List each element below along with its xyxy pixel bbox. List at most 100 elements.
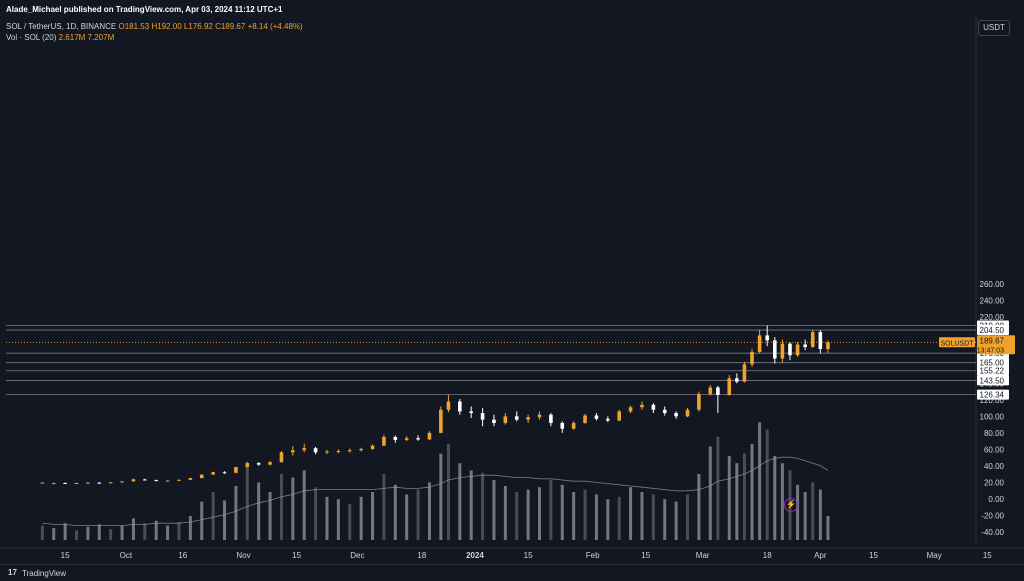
- volume-bar: [758, 422, 762, 540]
- volume-bar: [131, 518, 135, 540]
- volume-bar: [109, 529, 113, 540]
- candle-body: [651, 404, 656, 410]
- candle-body: [177, 479, 181, 481]
- candle-body: [594, 415, 599, 419]
- footer-brand: TradingView: [22, 569, 67, 578]
- volume-bar: [245, 465, 249, 540]
- x-tick-label: 18: [417, 551, 426, 560]
- x-tick-label: Feb: [586, 551, 600, 560]
- candle-body: [370, 445, 375, 449]
- candle-body: [97, 482, 102, 484]
- y-tick-label: 80.00: [984, 429, 1005, 438]
- x-tick-label: Dec: [350, 551, 364, 560]
- volume-bar: [617, 496, 621, 540]
- candle-body: [750, 351, 754, 365]
- candle-body: [268, 462, 272, 465]
- volume-bar: [515, 492, 519, 540]
- candle-body: [279, 452, 284, 463]
- candle-body: [245, 463, 250, 467]
- candle-body: [393, 437, 398, 440]
- volume-bar: [200, 501, 204, 540]
- volume-bar: [765, 429, 769, 540]
- volume-bar: [727, 456, 731, 540]
- high-value: H192.00: [151, 22, 182, 31]
- x-tick-label: Apr: [814, 551, 827, 560]
- candle-body: [818, 332, 823, 350]
- candle-body: [143, 479, 147, 481]
- candle-body: [742, 364, 747, 382]
- volume-bar: [336, 499, 340, 540]
- candle-body: [222, 472, 227, 474]
- price-chart[interactable]: -40.00 -20.00 0.00 20.00 40.00 60.00 80.00 100.…: [0, 0, 1024, 565]
- volume-bar: [818, 489, 822, 540]
- candle-body: [313, 448, 318, 453]
- volume-bar: [503, 486, 507, 540]
- candle-body: [74, 482, 79, 484]
- currency-button[interactable]: USDT: [978, 20, 1010, 36]
- candle-body: [628, 407, 633, 412]
- volume-bar: [439, 453, 443, 540]
- candle-body: [165, 480, 170, 482]
- candle-body: [662, 409, 667, 414]
- volume-bar: [223, 500, 227, 540]
- candle-body: [131, 479, 136, 482]
- volume-bar: [686, 494, 690, 540]
- volume-ma-line: [42, 456, 829, 526]
- candle-body: [188, 478, 193, 480]
- volume-bar: [697, 474, 701, 540]
- x-tick-label: 15: [869, 551, 878, 560]
- candle-body: [503, 416, 508, 423]
- x-tick-label: 15: [524, 551, 533, 560]
- candle-body: [583, 415, 587, 423]
- volume-bar: [268, 492, 272, 540]
- y-tick-label: 0.00: [988, 495, 1004, 504]
- volume-bar: [469, 470, 473, 540]
- volume-bar: [75, 530, 79, 540]
- candle-body: [427, 432, 432, 440]
- volume-bar: [594, 494, 598, 540]
- horizontal-level-label: 126.34: [980, 391, 1005, 400]
- volume-bar: [796, 484, 800, 540]
- candle-body: [795, 344, 800, 356]
- candle-body: [526, 417, 530, 420]
- volume-bar: [302, 470, 306, 540]
- x-tick-label: 15: [983, 551, 992, 560]
- volume-bar: [716, 436, 720, 540]
- volume-bar: [348, 504, 352, 540]
- candle-body: [708, 387, 713, 395]
- x-tick-label: May: [927, 551, 942, 560]
- volume-bar: [63, 523, 67, 540]
- symbol-ohlc-line: SOL / TetherUS, 1D, BINANCE O181.53 H192…: [6, 22, 303, 31]
- volume-bar: [97, 524, 101, 540]
- volume-bar: [325, 496, 329, 540]
- candle-body: [757, 335, 762, 352]
- x-tick-label: Nov: [236, 551, 250, 560]
- horizontal-level-tag: [977, 357, 1009, 368]
- volume-bar: [750, 444, 754, 540]
- volume-bar: [52, 528, 56, 540]
- volume-bar: [735, 463, 739, 540]
- candle-body: [514, 416, 519, 420]
- volume-bar: [492, 480, 496, 540]
- volume-bar: [314, 487, 318, 540]
- lightning-icon[interactable]: ⚡: [784, 498, 798, 512]
- volume-bar: [549, 480, 553, 540]
- candle-body: [404, 438, 409, 440]
- horizontal-level-tag: [977, 365, 1009, 376]
- countdown-value: 13:47:03: [977, 347, 1004, 354]
- volume-bar: [234, 486, 238, 540]
- candle-body: [86, 482, 90, 484]
- volume-bar: [211, 492, 215, 540]
- candle-body: [120, 481, 124, 483]
- candle-body: [765, 335, 770, 341]
- volume-bar: [120, 525, 124, 540]
- low-value: L176.92: [183, 22, 213, 31]
- volume-bar: [780, 463, 784, 540]
- candle-body: [234, 467, 238, 473]
- candle-body: [108, 482, 113, 484]
- candle-body: [458, 401, 462, 412]
- candle-body: [826, 342, 830, 350]
- y-tick-label: 240.00: [980, 297, 1005, 306]
- volume-bar: [708, 446, 712, 540]
- volume-bar: [606, 499, 610, 540]
